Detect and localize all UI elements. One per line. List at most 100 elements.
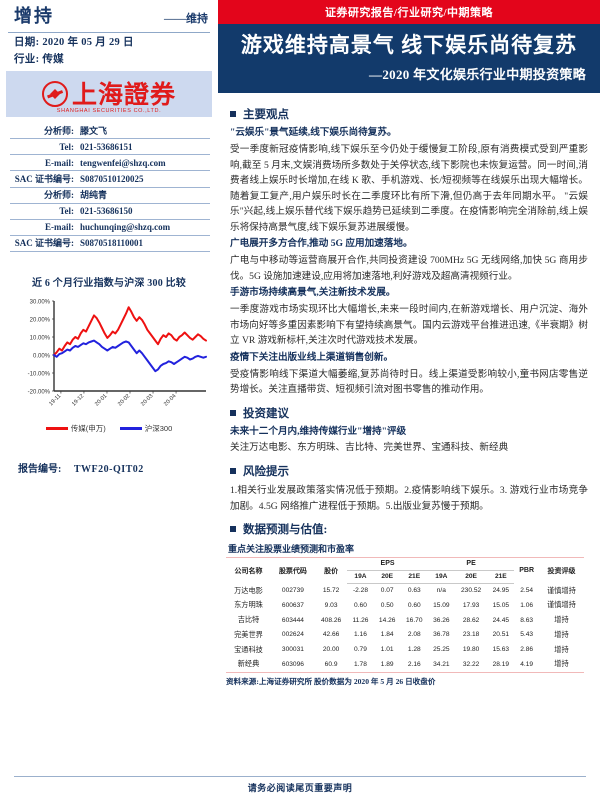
table-row: 宝通科技 300031 20.00 0.79 1.01 1.28 25.25 19.80 15.… [226, 642, 584, 657]
cell-eps-20e: 1.84 [380, 631, 394, 639]
cell-eps-21e: 0.60 [407, 601, 421, 609]
rating-note: ——维持 [164, 13, 208, 25]
analyst-row-key: Tel: [59, 206, 74, 217]
th-price: 股价 [314, 557, 348, 584]
analyst-row-value: huchunqing@shzq.com [80, 222, 171, 233]
cell-eps-21e: 2.16 [400, 657, 428, 673]
analyst-row: SAC 证书编号: S0870518110001 [10, 236, 210, 253]
analyst-row: 分析师: 胡纯青 [10, 188, 210, 204]
th-pe-21e: 21E [487, 570, 515, 584]
legend-item: 传媒(申万) [45, 423, 106, 434]
logo-emblem-icon [41, 81, 68, 107]
title-banner: 游戏维持高景气 线下娱乐尚待复苏 —2020 年文化娱乐行业中期投资策略 [218, 24, 600, 94]
cell-pe-19a: 36.26 [433, 616, 450, 624]
advice-body: 关注万达电影、东方明珠、吉比特、完美世界、宝通科技、新经典 [230, 442, 509, 454]
section-title: 数据预测与估值: [243, 524, 328, 537]
cell-stock-code: 603444 [281, 616, 304, 624]
report-number-label: 报告编号: [18, 464, 62, 476]
page-title: 游戏维持高景气 线下娱乐尚待复苏 [240, 33, 578, 57]
cell-pbr: 2.86 [520, 646, 534, 654]
th-eps-21e: 21E [400, 570, 428, 584]
th-pe-group: PE [427, 557, 515, 571]
cell-rating: 谨慎增持 [547, 586, 576, 595]
page-subtitle: —2020 年文化娱乐行业中期投资策略 [369, 67, 586, 83]
analyst-row-key: E-mail: [45, 222, 74, 233]
cell-pbr: 5.43 [520, 631, 534, 639]
svg-text:10.00%: 10.00% [30, 336, 51, 342]
chart-title: 近 6 个月行业指数与沪深 300 比较 [32, 278, 186, 290]
legend-item: 沪深300 [119, 423, 172, 434]
table-source-note: 资料来源:上海证券研究所 股价数据为 2020 年 5 月 26 日收盘价 [226, 676, 436, 686]
analyst-row-key: Tel: [59, 141, 74, 152]
cell-pbr: 8.63 [520, 616, 534, 624]
page-footer: 请务必阅读尾页重要声明 [0, 776, 600, 800]
chart-legend: 传媒(申万) 沪深300 [0, 423, 218, 434]
cell-company-name: 东方明珠 [234, 601, 263, 610]
cell-pe-19a: n/a [436, 587, 446, 595]
industry-value: 传媒 [42, 54, 64, 65]
breadcrumb: 证券研究报告/行业研究/中期策略 [218, 0, 600, 24]
advice-lead: 未来十二个月内,维持传媒行业"增持"评级 [230, 425, 407, 437]
cell-pe-19a: 25.25 [433, 646, 450, 654]
table-header-row: 公司名称 股票代码 股价 EPS PE PBR 投资评级 [226, 557, 584, 584]
block-lead: 手游市场持续高景气,关注新技术发展。 [230, 287, 396, 299]
block-body: 一季度游戏市场实现环比大幅增长,未来一段时间内,在新游戏增长、用户沉淀、海外市场… [230, 304, 588, 347]
rating-header: 增持 ——维持 [0, 0, 218, 30]
analyst-row: E-mail: tengwenfei@shzq.com [10, 155, 210, 172]
svg-text:20-01: 20-01 [94, 393, 108, 407]
cell-pe-20e: 23.18 [462, 631, 480, 639]
svg-text:0.00%: 0.00% [33, 354, 51, 360]
section-title: 风险提示 [243, 465, 289, 478]
cell-stock-code: 002624 [281, 631, 304, 639]
cell-company-name: 吉比特 [237, 616, 260, 625]
cell-rating: 增持 [538, 657, 584, 673]
date-value: 2020 年 05 月 29 日 [42, 37, 134, 48]
table-head: 公司名称 股票代码 股价 EPS PE PBR 投资评级 19A 20E 21E… [226, 557, 584, 584]
chart-svg: 30.00%20.00%10.00%0.00%-10.00%-20.00%19-… [28, 300, 207, 408]
analyst-row: Tel: 021-53686151 [10, 139, 210, 156]
analyst-row-key: 分析师: [44, 125, 74, 136]
analyst-row-key: SAC 证书编号: [14, 173, 74, 184]
cell-rating: 增持 [554, 645, 569, 654]
block-body: 受疫情影响线下渠道大幅萎缩,复苏尚待时日。线上渠道受影响较小,童书网店零售逆势增… [230, 368, 588, 396]
cell-eps-19a: 1.78 [347, 657, 374, 673]
cell-company-name: 完美世界 [234, 630, 263, 639]
bullet-square-icon [230, 111, 236, 118]
cell-pe-20e: 28.62 [462, 616, 480, 624]
table-row: 万达电影 002739 15.72 -2.28 0.07 0.63 n/a 230.52 24.… [226, 583, 584, 598]
cell-eps-19a: 1.16 [354, 631, 367, 639]
analyst-row: Tel: 021-53686150 [10, 204, 210, 220]
analyst-row-value: 021-53686150 [80, 206, 133, 217]
block-lead: 广电展开多方合作,推动 5G 应用加速落地。 [230, 238, 413, 250]
cell-pe-20e: 230.52 [461, 587, 482, 595]
industry-label: 行业: [14, 54, 40, 65]
analyst-row-key: E-mail: [45, 157, 74, 168]
table-caption: 重点关注股票业绩预测和市盈率 [228, 544, 355, 555]
th-stock-code: 股票代码 [271, 557, 315, 584]
th-pe-19a: 19A [427, 570, 455, 584]
svg-text:30.00%: 30.00% [30, 300, 51, 306]
analyst-row-value: tengwenfei@shzq.com [80, 157, 166, 168]
cell-pe-21e: 15.05 [492, 601, 510, 609]
cell-eps-21e: 2.08 [407, 631, 421, 639]
section-title: 投资建议 [243, 407, 289, 420]
cell-pe-21e: 24.45 [492, 616, 510, 624]
cell-pe-20e: 32.22 [454, 657, 488, 673]
index-comparison-chart: 30.00% 20.00% 10.00% 0.00% -10.00% -20.00% 19-… [6, 293, 212, 421]
section-forecast: 数据预测与估值: [230, 521, 588, 537]
analyst-row: E-mail: huchunqing@shzq.com [10, 220, 210, 236]
svg-text:20-03: 20-03 [140, 393, 154, 407]
table-subheader-row: 19A 20E 21E 19A 20E 21E [226, 570, 584, 584]
logo-english-name: SHANGHAI SECURITIES CO.,LTD. [56, 108, 162, 114]
table-body: 万达电影 002739 15.72 -2.28 0.07 0.63 n/a 230.52 24.… [226, 583, 584, 673]
cell-pe-21e: 28.19 [487, 657, 515, 673]
analyst-row-value: 胡纯青 [80, 190, 108, 201]
cell-stock-code: 603096 [271, 657, 315, 673]
company-logo: 上海證券 SHANGHAI SECURITIES CO.,LTD. [6, 71, 212, 117]
analyst-row-value: 滕文飞 [80, 125, 108, 136]
table-row: 吉比特 603444 408.26 11.26 14.26 16.70 36.26 28.62… [226, 613, 584, 628]
legend-label: 传媒(申万) [70, 424, 106, 434]
cell-pe-19a: 15.09 [433, 601, 450, 609]
cell-pbr: 1.06 [520, 601, 534, 609]
